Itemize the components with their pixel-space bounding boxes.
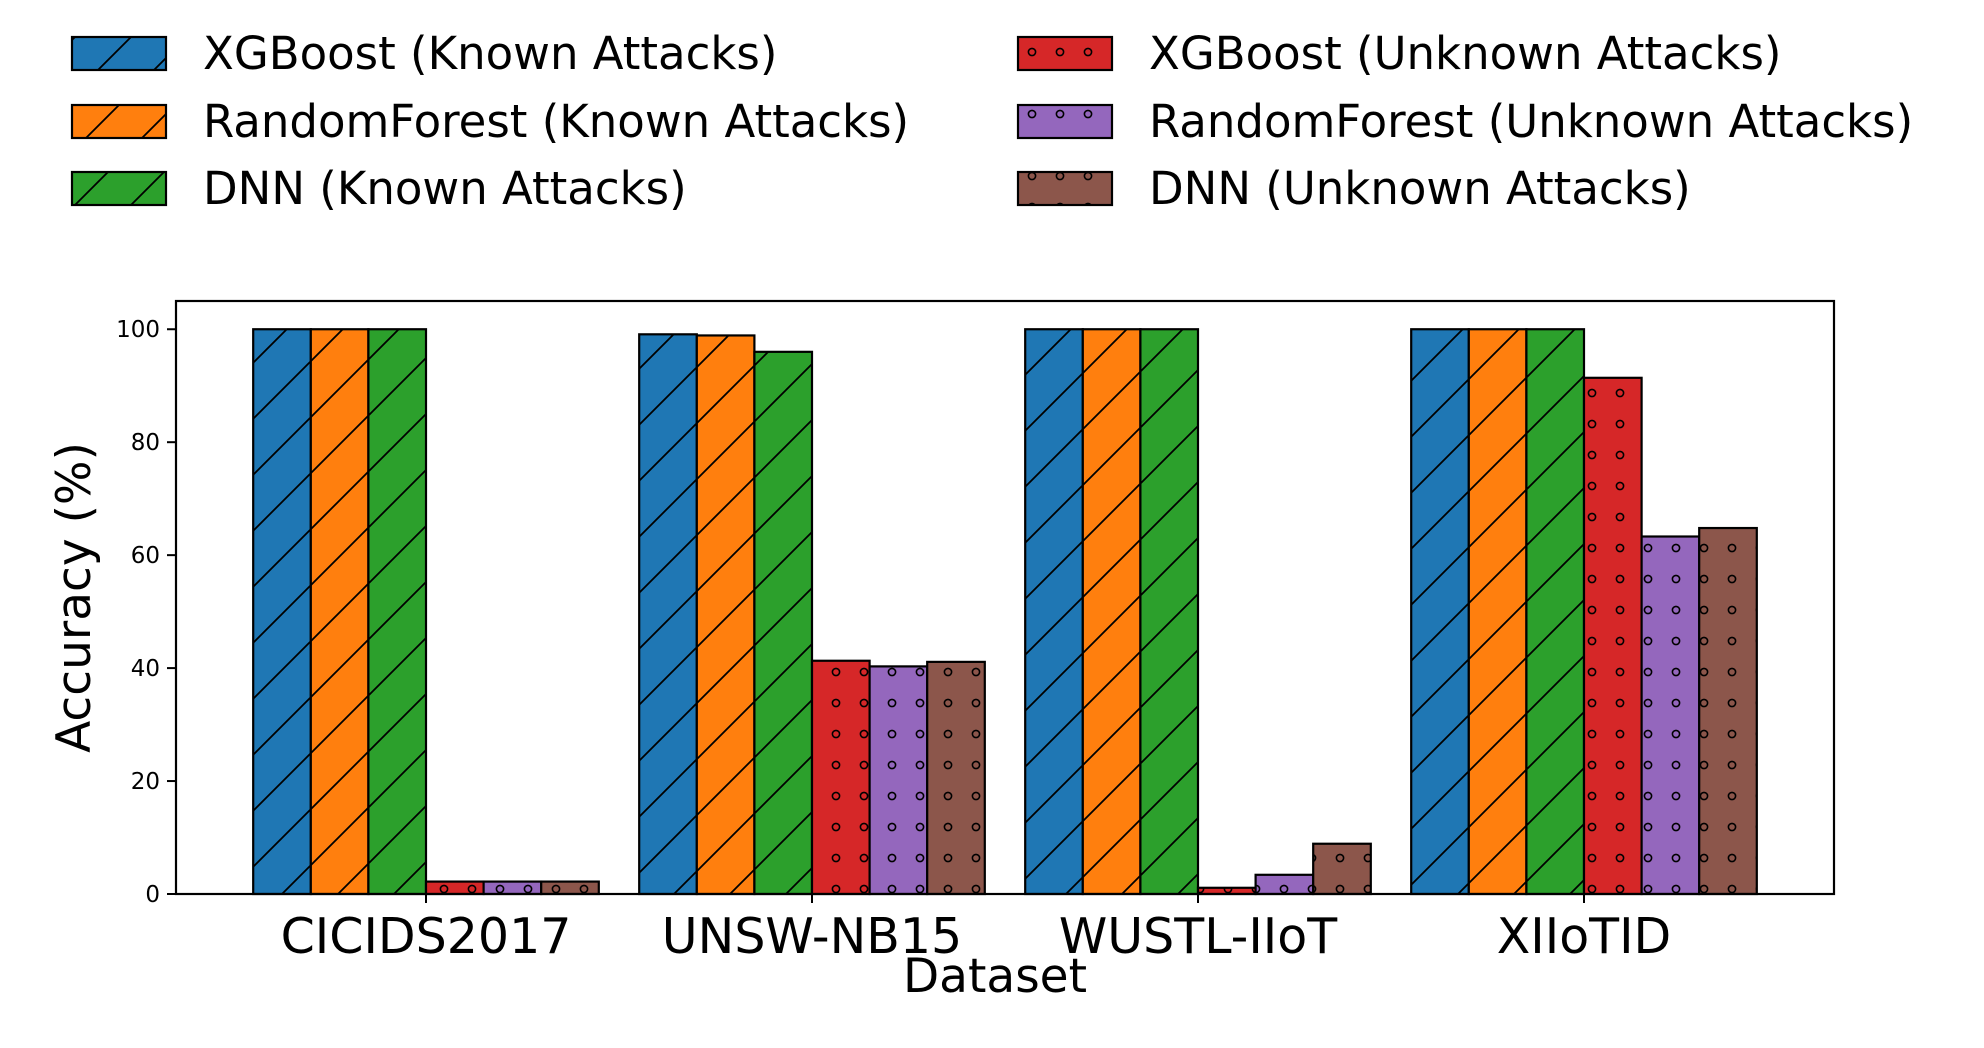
bar-dnn-known-attacks-cicids2017 — [367, 328, 428, 896]
legend-label: DNN (Unknown Attacks) — [1149, 162, 1691, 215]
y-tick-label-100: 100 — [116, 317, 160, 343]
bar-randomforest-known-attacks-xiiotid — [1467, 328, 1528, 896]
y-tick-label-60: 60 — [131, 543, 160, 569]
legend-label: RandomForest (Unknown Attacks) — [1149, 95, 1913, 148]
x-tick-label-wustl-iiot: WUSTL-IIoT — [1059, 908, 1338, 965]
bar-randomforest-unknown-attacks-xiiotid — [1640, 535, 1701, 896]
bar-dnn-known-attacks-wustl-iiot — [1139, 328, 1200, 896]
bar-dnn-known-attacks-xiiotid — [1525, 328, 1586, 896]
y-tick-label-80: 80 — [131, 430, 160, 456]
y-tick-label-0: 0 — [145, 882, 160, 908]
legend-swatch — [1016, 170, 1114, 207]
bar-xgboost-unknown-attacks-cicids2017 — [424, 880, 485, 896]
legend-item-xgboost-unknown-attacks: XGBoost (Unknown Attacks) — [1016, 27, 1781, 80]
bar-dnn-unknown-attacks-unsw-nb15 — [926, 660, 986, 896]
legend-item-dnn-unknown-attacks: DNN (Unknown Attacks) — [1016, 162, 1691, 215]
x-tick-label-unsw-nb15: UNSW-NB15 — [662, 908, 962, 965]
x-axis-title: Dataset — [903, 949, 1087, 1004]
bar-randomforest-known-attacks-unsw-nb15 — [695, 334, 756, 896]
legend-label: RandomForest (Known Attacks) — [203, 95, 909, 148]
legend-swatch — [1016, 103, 1114, 140]
legend: XGBoost (Known Attacks) RandomForest (Kno… — [70, 27, 1913, 215]
axes: CICIDS2017 UNSW-NB15 WUSTL-IIoT XIIoTID 0 20 4… — [47, 299, 1836, 1004]
y-axis-title: Accuracy (%) — [47, 442, 102, 753]
bar-randomforest-known-attacks-wustl-iiot — [1081, 328, 1142, 896]
legend-item-randomforest-known-attacks: RandomForest (Known Attacks) — [70, 95, 909, 148]
bar-randomforest-unknown-attacks-unsw-nb15 — [868, 665, 929, 896]
legend-swatch — [70, 170, 168, 207]
plot-area — [252, 328, 1758, 896]
bar-dnn-known-attacks-unsw-nb15 — [753, 350, 814, 896]
bar-dnn-unknown-attacks-xiiotid — [1698, 526, 1758, 896]
x-tick-label-xiiotid: XIIoTID — [1497, 908, 1672, 965]
bar-xgboost-known-attacks-xiiotid — [1410, 328, 1470, 896]
legend-label: DNN (Known Attacks) — [203, 162, 687, 215]
bar-dnn-unknown-attacks-wustl-iiot — [1312, 842, 1372, 896]
bar-xgboost-unknown-attacks-xiiotid — [1582, 376, 1643, 896]
bar-xgboost-known-attacks-cicids2017 — [252, 328, 312, 896]
bar-xgboost-known-attacks-unsw-nb15 — [638, 333, 698, 896]
legend-swatch — [70, 103, 168, 140]
y-tick-label-20: 20 — [131, 769, 160, 795]
bar-xgboost-known-attacks-wustl-iiot — [1024, 328, 1084, 896]
legend-item-xgboost-known-attacks: XGBoost (Known Attacks) — [70, 27, 777, 80]
bar-xgboost-unknown-attacks-unsw-nb15 — [810, 659, 871, 896]
bar-randomforest-unknown-attacks-cicids2017 — [482, 880, 543, 896]
y-tick-label-40: 40 — [131, 656, 160, 682]
bar-dnn-unknown-attacks-cicids2017 — [540, 880, 600, 896]
bar-randomforest-known-attacks-cicids2017 — [309, 328, 370, 896]
x-tick-label-cicids2017: CICIDS2017 — [281, 908, 572, 965]
plot-frame — [174, 299, 1836, 896]
legend-item-randomforest-unknown-attacks: RandomForest (Unknown Attacks) — [1016, 95, 1913, 148]
legend-item-dnn-known-attacks: DNN (Known Attacks) — [70, 162, 687, 215]
legend-swatch — [1016, 35, 1114, 72]
legend-label: XGBoost (Unknown Attacks) — [1149, 27, 1781, 80]
legend-swatch — [70, 35, 168, 72]
bar-randomforest-unknown-attacks-wustl-iiot — [1254, 873, 1315, 896]
legend-label: XGBoost (Known Attacks) — [203, 27, 777, 80]
